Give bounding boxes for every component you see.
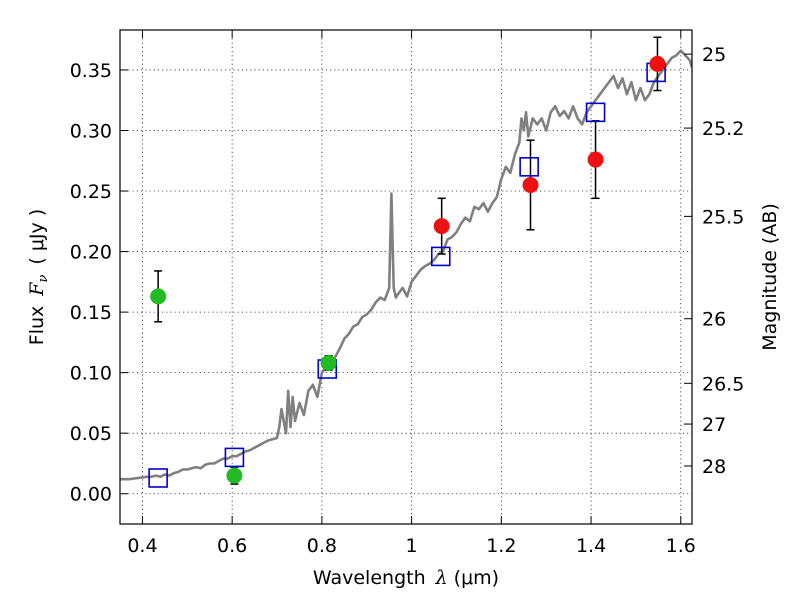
observed-data-point [649, 55, 666, 72]
observed-data-point [587, 151, 604, 168]
model-photometry-square [430, 246, 451, 267]
observed-data-point [522, 176, 539, 193]
observed-data-point [320, 354, 337, 371]
y-axis-label-symbol-sub: ν [36, 275, 51, 283]
x-axis-label-symbol: λ [435, 567, 448, 589]
y-tick-label: 0.00 [70, 484, 112, 506]
y-tick-label: 0.25 [70, 181, 112, 203]
errorbar-layer [154, 36, 662, 485]
x-tick-label: 1.2 [486, 535, 516, 557]
x-axis-label: Wavelength λ (μm) [313, 567, 499, 589]
right-tick-label: 28 [702, 456, 726, 478]
right-axis-label: Magnitude (AB) [759, 203, 781, 351]
model-photometry-square [148, 468, 168, 488]
y-axis-label: Flux Fν ( μJy ) [26, 209, 51, 345]
model-photometry-square [224, 447, 245, 468]
model-spectrum-layer [120, 49, 692, 481]
x-tick-label: 1.6 [666, 535, 696, 557]
right-tick-label: 25.2 [702, 118, 744, 140]
tick-marks [120, 30, 692, 524]
x-axis-label-unit: (μm) [454, 567, 499, 589]
observed-data-point [433, 218, 450, 235]
x-tick-label: 0.8 [307, 535, 337, 557]
y-axis-label-text: Flux [26, 306, 48, 346]
y-axis-label-unit: ( μJy ) [26, 209, 48, 265]
tick-labels: 0.4 0.6 0.8 1 1.2 1.4 1.6 0.00 0.05 0.10 0.15 0.20 0… [70, 44, 745, 557]
x-tick-label: 0.4 [127, 535, 157, 557]
y-tick-label: 0.10 [70, 363, 112, 385]
y-tick-label: 0.35 [70, 60, 112, 82]
x-tick-label: 1 [406, 535, 418, 557]
right-tick-label: 26 [702, 309, 726, 331]
x-axis-label-text: Wavelength [313, 567, 426, 589]
grid [120, 30, 692, 524]
y-axis-label-symbol: F [26, 282, 48, 297]
plot-frame [119, 29, 693, 525]
x-tick-label: 1.4 [576, 535, 606, 557]
model-spectrum-line [120, 49, 692, 481]
y-tick-label: 0.05 [70, 423, 112, 445]
y-tick-label: 0.30 [70, 120, 112, 142]
right-tick-label: 25.5 [702, 206, 744, 228]
right-tick-label: 25 [702, 44, 726, 66]
plot-area [120, 36, 692, 488]
right-tick-label: 27 [702, 414, 726, 436]
model-photometry-square [585, 102, 606, 123]
observed-data-point [226, 467, 243, 484]
model-photometry-square [519, 157, 539, 177]
y-tick-label: 0.15 [70, 302, 112, 324]
x-tick-label: 0.6 [217, 535, 247, 557]
y-tick-label: 0.20 [70, 242, 112, 264]
right-tick-label: 26.5 [702, 373, 744, 395]
marker-layer [148, 55, 666, 488]
observed-data-point [150, 288, 167, 305]
